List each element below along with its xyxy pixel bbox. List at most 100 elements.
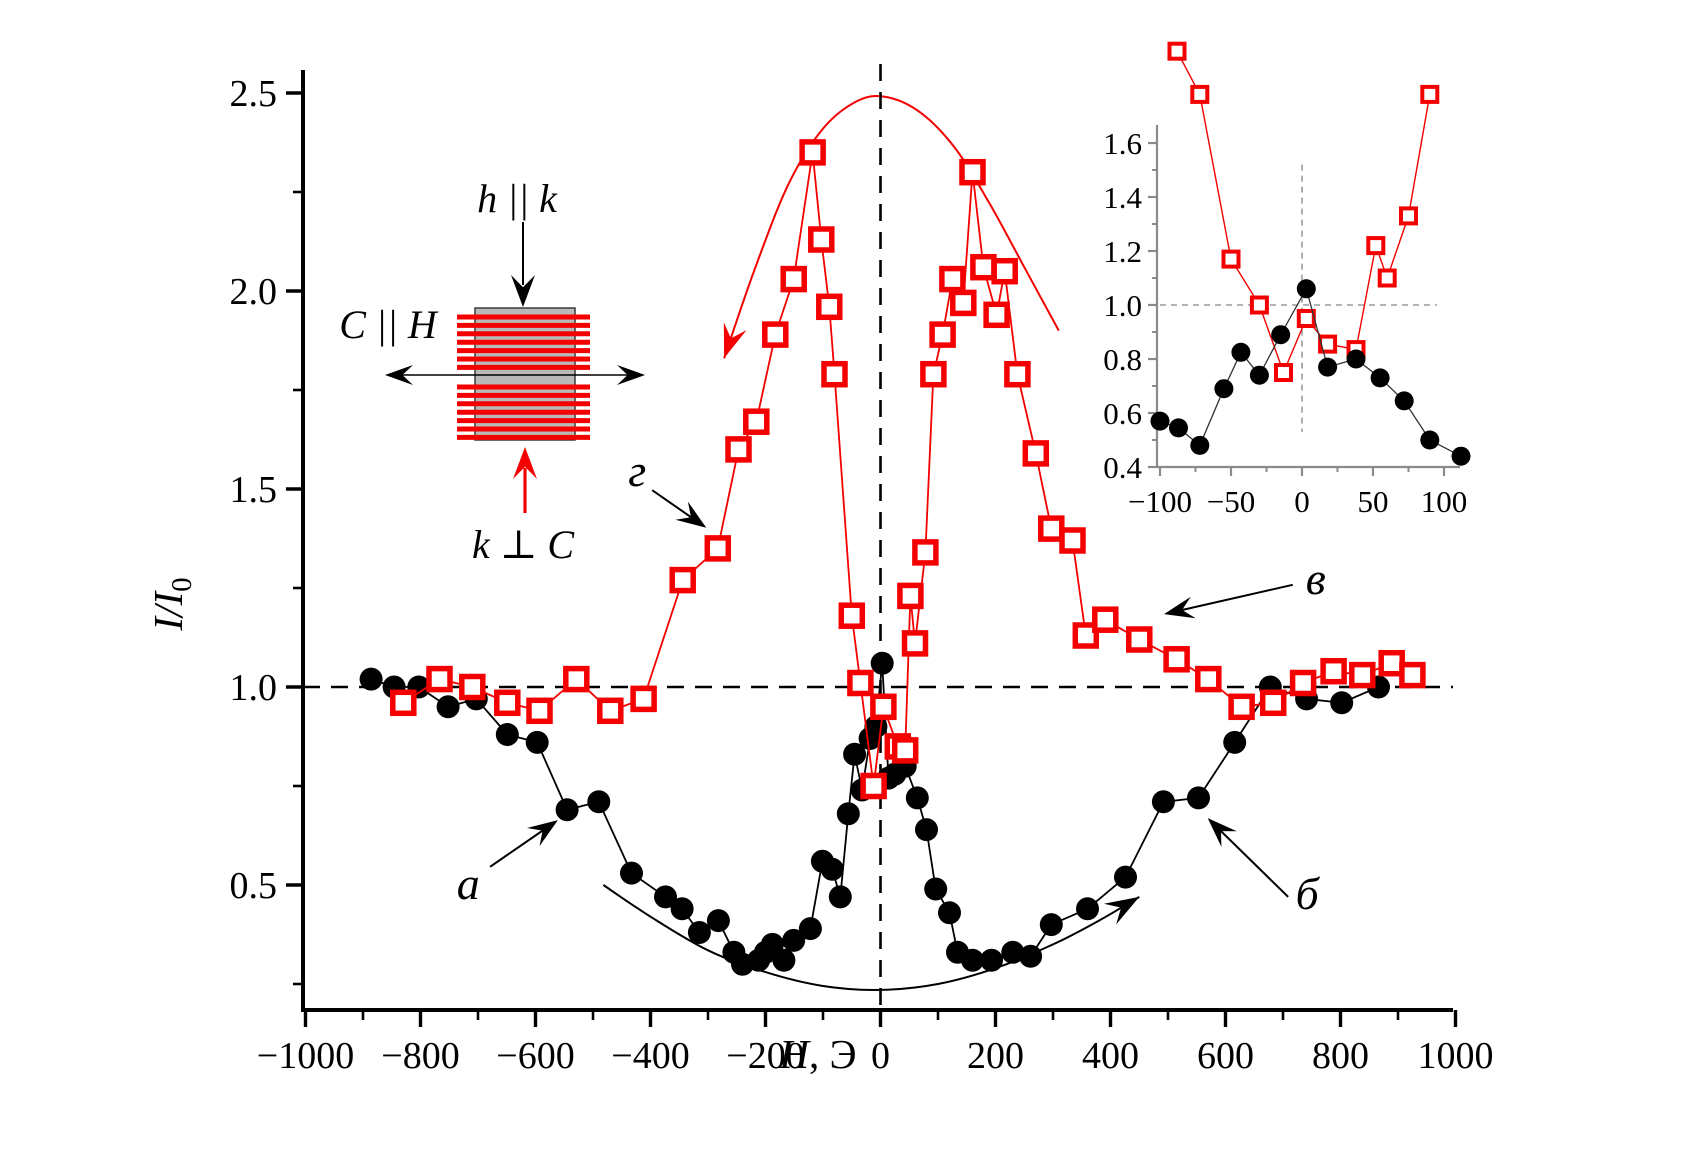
data-point-circle bbox=[1318, 357, 1338, 377]
data-point-square bbox=[929, 321, 956, 348]
data-point-circle bbox=[1231, 342, 1251, 362]
data-point-circle bbox=[836, 802, 860, 826]
annotation-а: а bbox=[457, 820, 558, 909]
text-label: −50 bbox=[1207, 484, 1255, 519]
data-point-circle bbox=[1150, 411, 1170, 431]
data-point-circle bbox=[555, 798, 579, 822]
text-label: 1.6 bbox=[1103, 126, 1142, 161]
light-direction-arrow bbox=[511, 222, 535, 307]
data-point-circle bbox=[1223, 730, 1247, 754]
text-label: −400 bbox=[611, 1035, 689, 1077]
data-point-square bbox=[597, 697, 624, 725]
data-point-square bbox=[1190, 84, 1210, 104]
data-point-square bbox=[1259, 689, 1287, 717]
series-black-circles bbox=[359, 651, 1390, 976]
data-point-square bbox=[1377, 268, 1397, 288]
text-label: 0 bbox=[871, 1035, 890, 1077]
data-point-circle bbox=[870, 651, 894, 675]
data-point-square bbox=[1420, 84, 1440, 104]
data-point-circle bbox=[436, 695, 460, 719]
text-label: 1.2 bbox=[1103, 234, 1142, 269]
data-point-circle bbox=[525, 730, 549, 754]
annotation-г: г bbox=[628, 445, 707, 528]
data-point-circle bbox=[915, 818, 938, 842]
data-point-square bbox=[563, 665, 590, 693]
data-point-circle bbox=[1370, 368, 1390, 388]
text-label: 0.8 bbox=[1103, 342, 1142, 377]
data-point-square bbox=[970, 253, 997, 281]
data-point-square bbox=[1022, 440, 1050, 467]
text-label: k ⊥ C bbox=[472, 522, 575, 567]
sample-body bbox=[474, 307, 576, 441]
arrowhead-icon bbox=[723, 322, 747, 359]
data-point-square bbox=[891, 737, 919, 764]
data-point-square bbox=[704, 535, 732, 562]
data-point-square bbox=[1004, 360, 1031, 388]
data-point-square bbox=[762, 321, 789, 348]
text-label: 1.0 bbox=[1103, 288, 1142, 323]
data-point-circle bbox=[1420, 430, 1440, 450]
data-point-square bbox=[808, 226, 835, 253]
data-point-circle bbox=[1114, 865, 1137, 889]
arrowhead-icon bbox=[675, 501, 707, 528]
main-axes: 0.51.01.52.02.5−1000 −800 −600 −400 −200 0 200… bbox=[230, 70, 1494, 1077]
text-label: −600 bbox=[496, 1035, 574, 1077]
data-point-square bbox=[1320, 657, 1347, 685]
data-point-square bbox=[1195, 665, 1222, 693]
data-point-square bbox=[1221, 249, 1241, 269]
data-point-circle bbox=[1346, 349, 1366, 369]
text-label: г bbox=[628, 445, 646, 496]
data-point-square bbox=[912, 539, 939, 566]
inset-plot: 0.4 0.6 0.8 1.0 1.2 1.4 1.6 −100 −50 0 50 100 bbox=[1103, 41, 1471, 519]
data-point-square bbox=[1296, 309, 1316, 328]
data-point-circle bbox=[843, 742, 867, 766]
text-label: 0.5 bbox=[230, 865, 278, 907]
data-point-square bbox=[991, 257, 1018, 285]
data-point-square bbox=[847, 669, 874, 697]
text-label: 1.5 bbox=[230, 469, 278, 511]
arrowhead-icon bbox=[527, 820, 558, 847]
text-label: 1000 bbox=[1418, 1035, 1494, 1077]
data-point-square bbox=[1318, 334, 1338, 354]
data-point-circle bbox=[980, 948, 1003, 972]
data-point-circle bbox=[1039, 913, 1063, 937]
main-plot: 0.51.01.52.02.5−1000 −800 −600 −400 −200 0 200… bbox=[145, 64, 1494, 1077]
arrowhead-icon bbox=[617, 365, 645, 385]
annotation-в: в bbox=[1164, 553, 1326, 619]
text-label: 600 bbox=[1197, 1035, 1254, 1077]
data-point-square bbox=[1399, 661, 1426, 689]
text-label: C || H bbox=[339, 302, 439, 347]
text-label: 2.5 bbox=[230, 73, 278, 115]
data-point-circle bbox=[1190, 435, 1210, 455]
data-point-circle bbox=[1001, 940, 1025, 964]
data-point-square bbox=[1249, 295, 1269, 315]
data-point-square bbox=[816, 293, 843, 321]
data-point-square bbox=[1059, 527, 1086, 554]
svg-text:I/I0: I/I0 bbox=[145, 577, 198, 631]
text-label: −1000 bbox=[257, 1035, 354, 1077]
sample-stripes bbox=[457, 314, 590, 440]
arrowhead-icon bbox=[1103, 896, 1140, 925]
data-point-circle bbox=[670, 897, 694, 921]
data-point-circle bbox=[687, 921, 711, 944]
data-point-circle bbox=[760, 932, 784, 956]
data-point-circle bbox=[587, 790, 611, 814]
annotations: а б в г bbox=[457, 445, 1326, 919]
text-label: 0 bbox=[1294, 484, 1310, 519]
data-point-square bbox=[390, 689, 417, 717]
arrowhead-icon bbox=[511, 275, 535, 307]
data-point-square bbox=[494, 689, 521, 717]
data-point-square bbox=[1349, 661, 1376, 689]
arrowhead-icon bbox=[1164, 596, 1196, 619]
data-point-circle bbox=[772, 948, 796, 972]
data-point-square bbox=[860, 772, 887, 800]
arrowhead-icon bbox=[1207, 818, 1237, 847]
data-point-circle bbox=[706, 909, 730, 933]
text-label: в bbox=[1306, 553, 1326, 604]
svg-text:H, Э: H, Э bbox=[778, 1031, 856, 1077]
data-point-circle bbox=[938, 901, 961, 925]
data-point-circle bbox=[1169, 418, 1188, 438]
text-label: 400 bbox=[1082, 1035, 1139, 1077]
data-point-circle bbox=[798, 917, 822, 941]
data-point-circle bbox=[1249, 365, 1269, 385]
